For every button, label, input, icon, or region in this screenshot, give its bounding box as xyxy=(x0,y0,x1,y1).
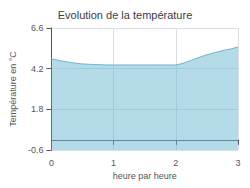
svg-text:-0.6: -0.6 xyxy=(28,145,44,155)
svg-text:Evolution de la température: Evolution de la température xyxy=(58,9,193,21)
svg-text:0: 0 xyxy=(49,158,54,168)
svg-text:4.2: 4.2 xyxy=(31,64,44,74)
svg-text:6.6: 6.6 xyxy=(31,23,44,33)
svg-text:1: 1 xyxy=(111,158,116,168)
svg-text:1.8: 1.8 xyxy=(31,104,44,114)
svg-text:3: 3 xyxy=(235,158,240,168)
svg-text:Température en °C: Température en °C xyxy=(8,51,18,127)
svg-text:2: 2 xyxy=(173,158,178,168)
svg-text:heure par heure: heure par heure xyxy=(113,171,177,181)
